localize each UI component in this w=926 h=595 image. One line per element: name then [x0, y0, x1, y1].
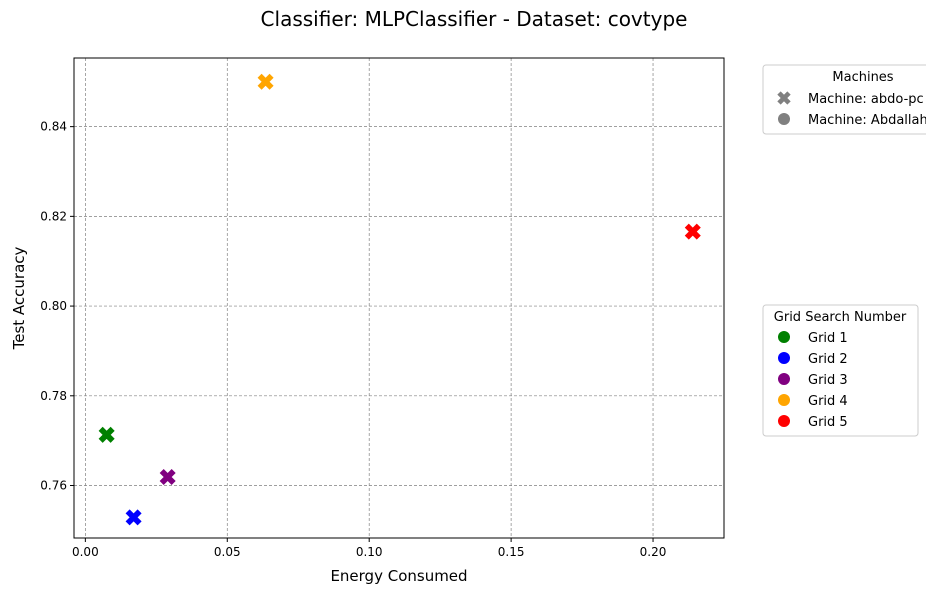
x-tick-label: 0.05: [214, 545, 241, 559]
y-tick-label: 0.78: [40, 389, 67, 403]
legend-marker-dot: [778, 113, 790, 125]
y-tick-label: 0.82: [40, 209, 67, 223]
x-tick-label: 0.20: [640, 545, 667, 559]
legend-entry-label: Grid 4: [808, 394, 848, 409]
x-tick-label: 0.15: [498, 545, 525, 559]
data-point-grid-3: [159, 468, 176, 486]
legend-marker-dot: [778, 415, 790, 427]
legend-marker-x: [777, 91, 791, 105]
legend-marker-dot: [778, 394, 790, 406]
y-tick-label: 0.84: [40, 120, 67, 134]
legend-entry-label: Machine: abdo-pc: [808, 92, 924, 107]
data-point-grid-2: [125, 509, 142, 526]
grid-lines: [74, 58, 724, 538]
legend-machines: Machines Machine: abdo-pc Machine: Abdalla…: [762, 64, 926, 135]
y-tick-label: 0.76: [40, 479, 67, 493]
data-point-grid-1: [98, 426, 115, 443]
legend-frame: [762, 304, 919, 437]
legend-entry-label: Grid 2: [808, 352, 848, 367]
x-tick-label: 0.00: [72, 545, 99, 559]
data-points: [98, 73, 701, 526]
x-tick-label: 0.10: [356, 545, 383, 559]
legend-entry-label: Grid 3: [808, 373, 848, 388]
y-tick-label: 0.80: [40, 299, 67, 313]
plot-frame: [73, 57, 725, 539]
data-point-grid-4: [257, 73, 274, 90]
x-axis-label: Energy Consumed: [330, 567, 467, 585]
legend-marker-dot: [778, 331, 790, 343]
data-point-grid-5: [684, 223, 701, 240]
chart-title: Classifier: MLPClassifier - Dataset: cov…: [261, 7, 688, 31]
legend-entry-label: Machine: Abdallah: [808, 113, 926, 128]
legend-marker-dot: [778, 352, 790, 364]
y-axis-label: Test Accuracy: [10, 246, 28, 350]
legend-marker-dot: [778, 373, 790, 385]
axis-ticks: 0.00 0.05 0.10 0.15 0.20 0.76 0.78 0.80 0.82 0.84: [40, 120, 666, 559]
legend-frame: [762, 64, 926, 135]
legends: Machines Machine: abdo-pc Machine: Abdalla…: [762, 64, 926, 437]
legend-entry-label: Grid 5: [808, 415, 848, 430]
legend-title: Grid Search Number: [774, 310, 907, 325]
legend-title: Machines: [832, 70, 893, 85]
legend-entry-label: Grid 1: [808, 331, 848, 346]
legend-grid-search: Grid Search Number Grid 1 Grid 2 Grid 3 Grid…: [762, 304, 919, 437]
